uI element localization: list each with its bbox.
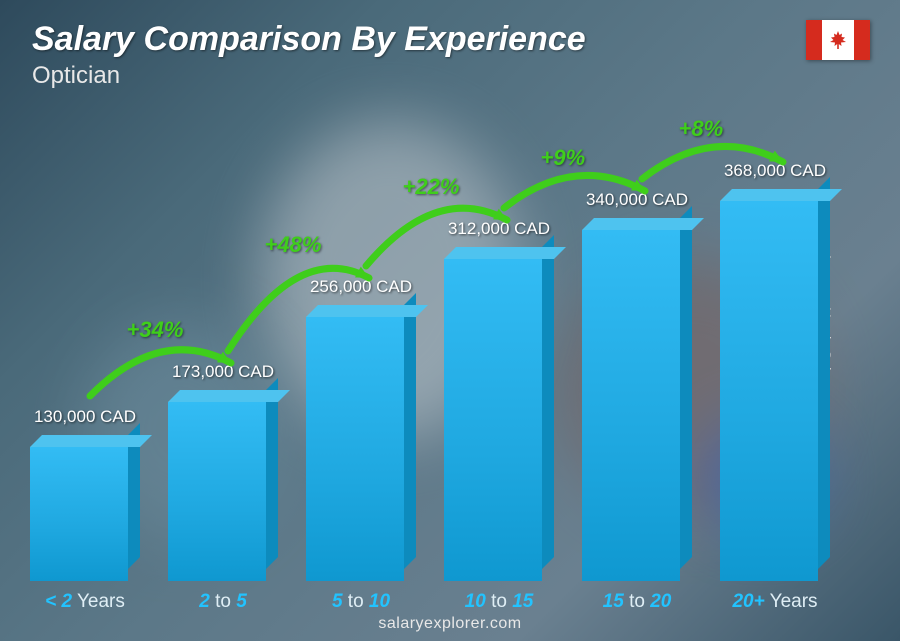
infographic-stage: Salary Comparison By Experience Optician… [0,0,900,641]
growth-pct-badge: +8% [679,116,724,142]
bar-value-label: 340,000 CAD [560,190,714,210]
bar-value-label: 173,000 CAD [146,362,300,382]
bar-value-label: 368,000 CAD [698,161,852,181]
growth-pct-badge: +22% [403,174,460,200]
bar-value-label: 130,000 CAD [8,407,162,427]
bar-front-face [582,230,680,581]
chart-bar: 173,000 CAD2 to 5 [168,402,278,581]
bar-front-face [168,402,266,581]
footer-credit: salaryexplorer.com [0,615,900,633]
chart-bar: 368,000 CAD20+ Years [720,201,830,581]
chart-bar: 256,000 CAD5 to 10 [306,317,416,581]
bar-value-label: 256,000 CAD [284,277,438,297]
bar-top-face [30,435,152,447]
country-flag-icon [806,20,870,60]
bar-front-face [720,201,818,581]
growth-pct-badge: +48% [265,232,322,258]
bar-side-face [266,378,278,569]
chart-bar: 340,000 CAD15 to 20 [582,230,692,581]
bar-side-face [818,177,830,569]
bar-front-face [444,259,542,581]
bar-category-label: 15 to 20 [560,591,714,613]
bar-category-label: < 2 Years [8,591,162,613]
bar-side-face [542,235,554,569]
bar-value-label: 312,000 CAD [422,219,576,239]
page-subtitle: Optician [32,62,120,90]
bar-category-label: 20+ Years [698,591,852,613]
bar-category-label: 10 to 15 [422,591,576,613]
bar-top-face [168,390,290,402]
bar-top-face [582,218,704,230]
bar-side-face [680,206,692,569]
bar-front-face [30,447,128,581]
salary-bar-chart: 130,000 CAD< 2 Years 173,000 CAD2 to 5 256… [30,120,850,581]
bar-side-face [404,293,416,569]
chart-bar: 130,000 CAD< 2 Years [30,447,140,581]
chart-bar: 312,000 CAD10 to 15 [444,259,554,581]
growth-pct-badge: +9% [541,145,586,171]
maple-leaf-icon [828,30,848,50]
page-title: Salary Comparison By Experience [32,20,586,59]
bar-front-face [306,317,404,581]
bar-top-face [444,247,566,259]
bar-category-label: 2 to 5 [146,591,300,613]
bar-category-label: 5 to 10 [284,591,438,613]
bar-top-face [720,189,842,201]
bar-top-face [306,305,428,317]
growth-pct-badge: +34% [127,317,184,343]
